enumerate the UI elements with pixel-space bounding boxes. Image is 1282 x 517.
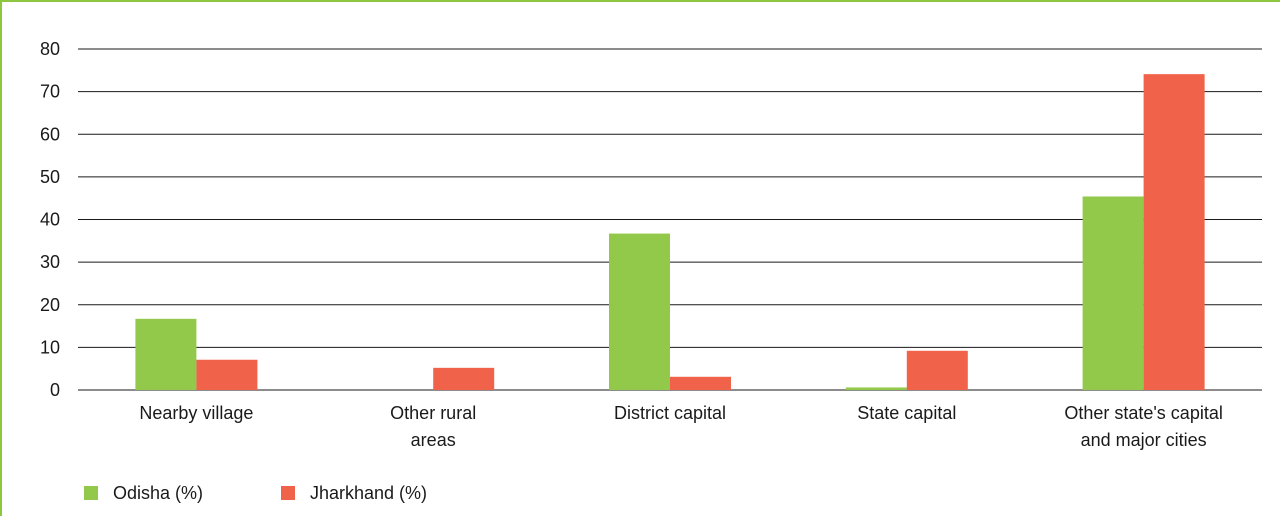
y-tick-label: 40 [40,210,60,230]
y-axis-ticks: 0 10 20 30 40 50 60 70 80 [40,39,60,400]
bar-jharkhand [1143,74,1205,391]
x-axis-labels: Nearby village Other rural areas District c… [139,403,1222,450]
legend-swatch [281,486,295,500]
bar-jharkhand [906,350,968,390]
y-tick-label: 70 [40,82,60,102]
legend-label: Odisha (%) [113,483,203,503]
bar-odisha [135,318,197,390]
bar-odisha [1082,196,1144,390]
x-category-label: District capital [614,403,726,423]
x-category-label: State capital [857,403,956,423]
y-tick-label: 30 [40,252,60,272]
legend: Odisha (%) Jharkhand (%) [84,483,427,503]
legend-label: Jharkhand (%) [310,483,427,503]
x-category-label: Other state's capital and major cities [1064,403,1223,450]
x-category-label: Nearby village [139,403,253,423]
y-tick-label: 80 [40,39,60,59]
bar-jharkhand [433,367,495,390]
bar-odisha [609,233,670,390]
bar-jharkhand [670,376,731,390]
y-tick-label: 50 [40,167,60,187]
bar-odisha [845,387,907,390]
y-tick-label: 10 [40,337,60,357]
y-tick-label: 20 [40,295,60,315]
bar-jharkhand [196,359,258,390]
y-tick-label: 60 [40,124,60,144]
x-category-label: Other rural areas [390,403,476,450]
bars [135,74,1205,391]
y-tick-label: 0 [50,380,60,400]
legend-swatch [84,486,98,500]
